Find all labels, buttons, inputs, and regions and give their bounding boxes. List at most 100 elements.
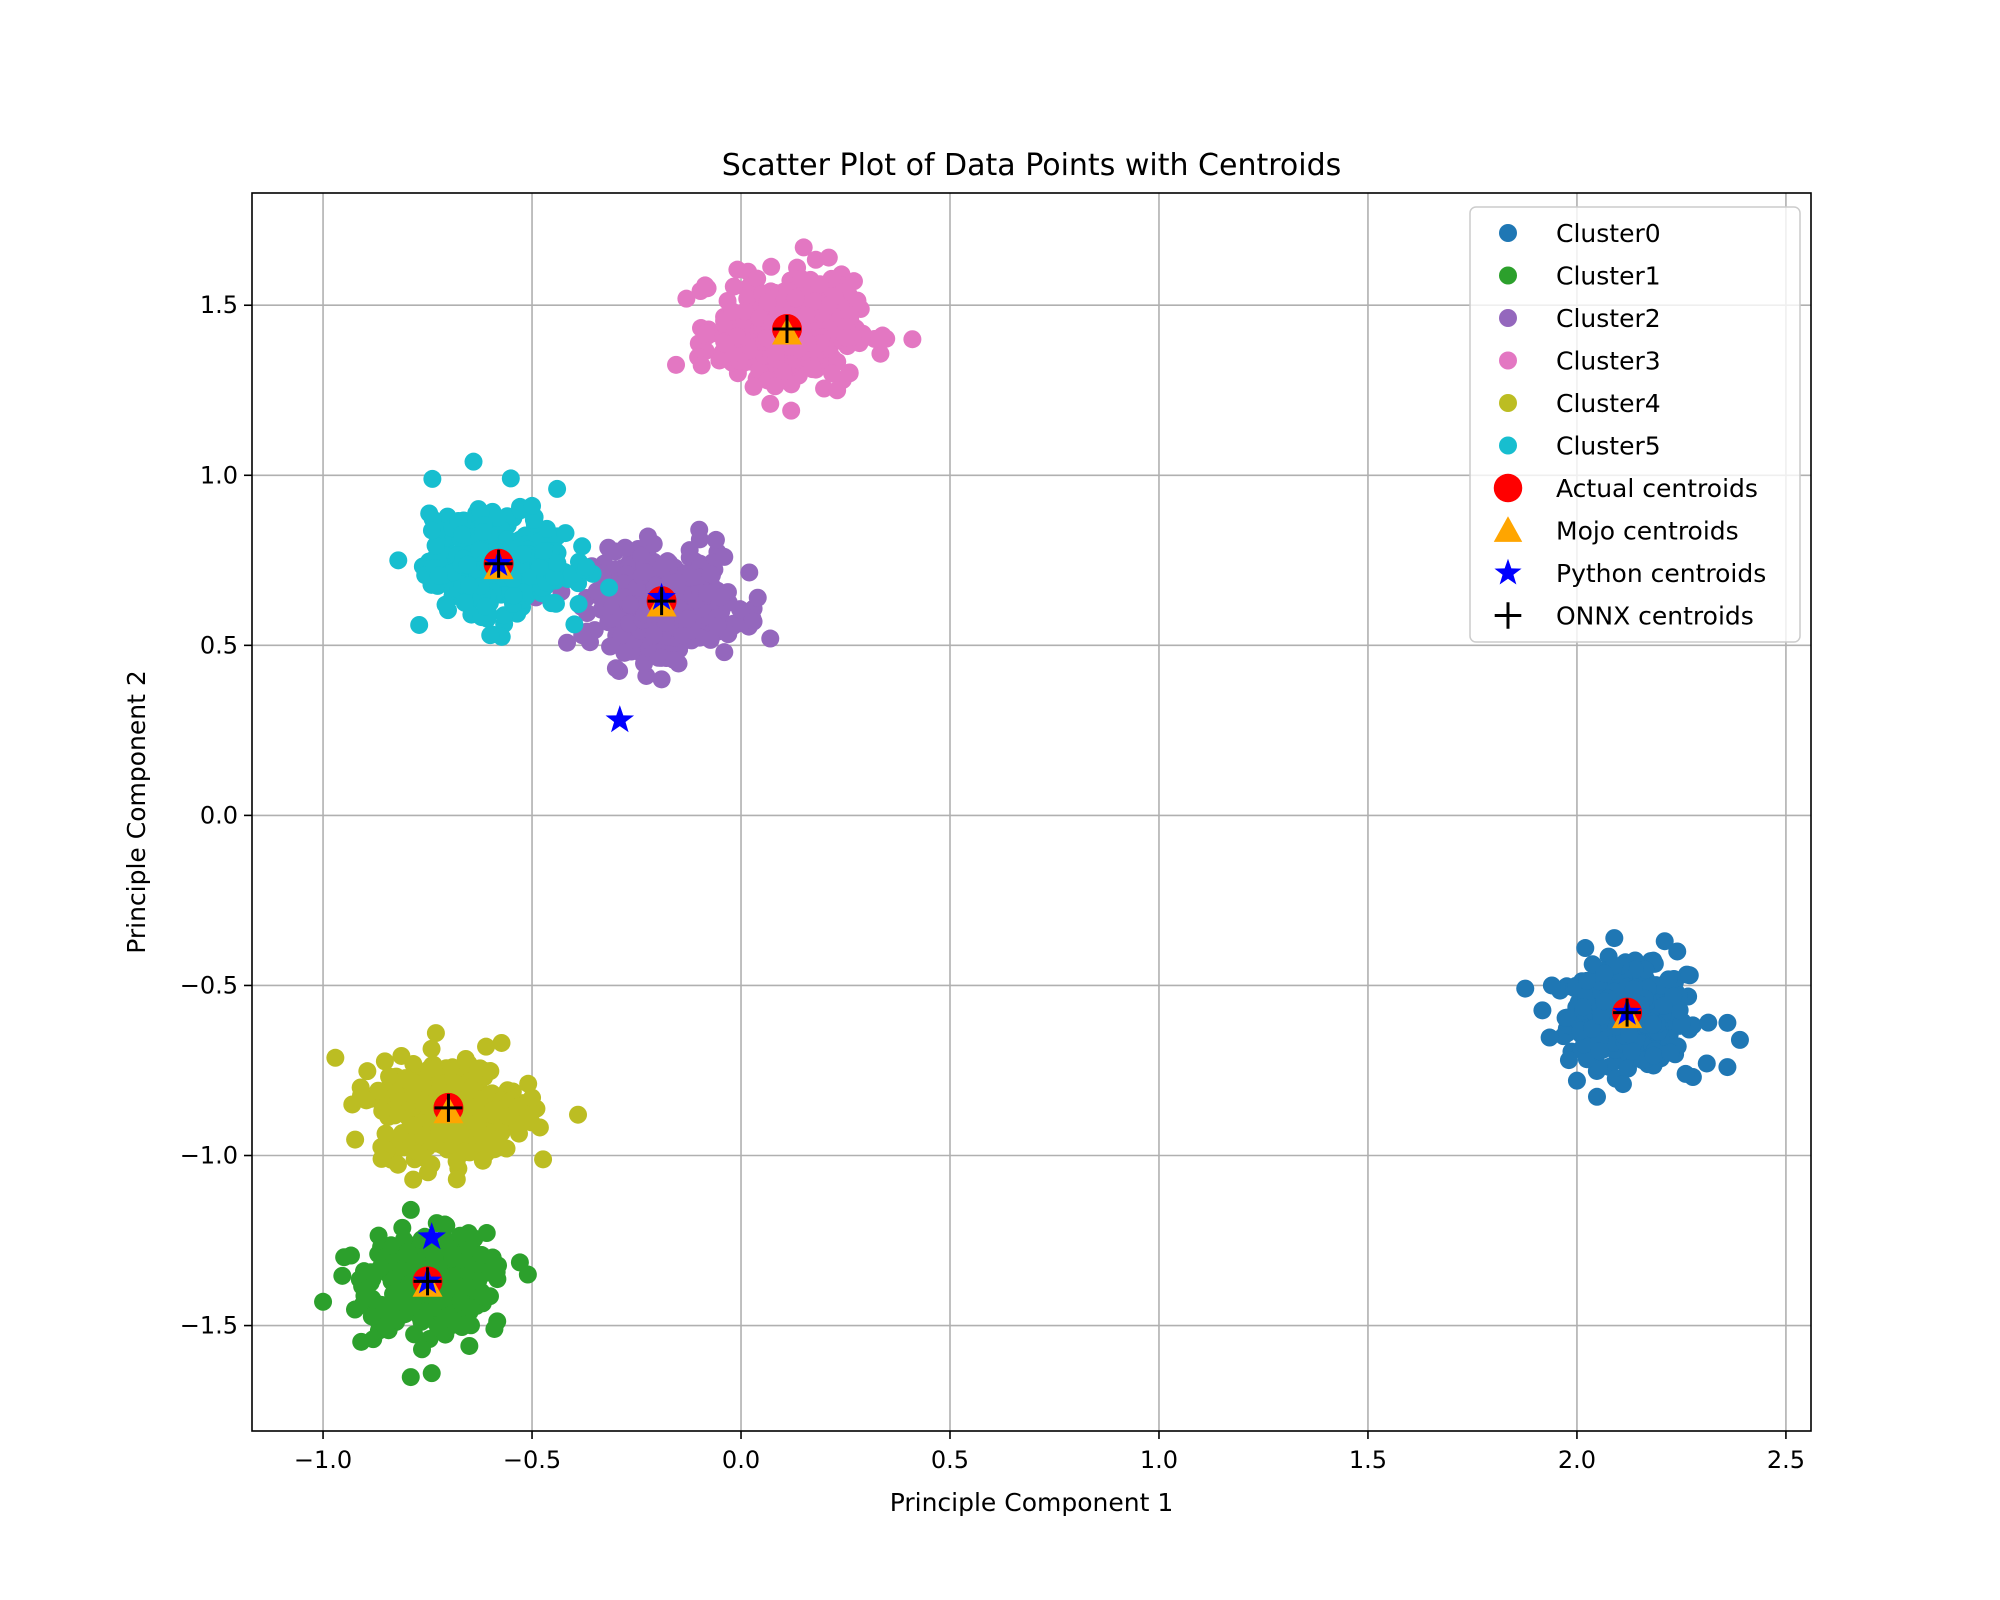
data-point — [600, 578, 619, 597]
data-point — [501, 469, 520, 488]
data-point — [1654, 996, 1673, 1015]
data-point — [1556, 1008, 1575, 1027]
data-point — [621, 595, 640, 614]
data-point — [545, 567, 564, 586]
data-point — [426, 536, 445, 555]
data-point — [534, 1150, 553, 1169]
data-point — [483, 1248, 502, 1267]
data-point — [372, 1149, 391, 1168]
data-point — [819, 296, 838, 315]
plus-centroid-marker — [434, 1093, 463, 1122]
data-point — [422, 1364, 441, 1383]
data-point — [736, 302, 755, 321]
data-point — [326, 1048, 345, 1067]
data-point — [415, 1308, 434, 1327]
data-point — [404, 1170, 423, 1189]
data-point — [485, 1132, 504, 1151]
data-point — [766, 377, 785, 396]
data-point — [644, 625, 663, 644]
data-point — [446, 1074, 465, 1093]
data-point — [616, 538, 635, 557]
data-point — [1659, 970, 1678, 989]
data-point — [577, 558, 596, 577]
data-point — [1542, 976, 1561, 995]
data-point — [828, 381, 847, 400]
plus-centroid-marker — [484, 549, 513, 578]
x-tick-label: 2.5 — [1767, 1446, 1805, 1474]
data-point — [474, 1287, 493, 1306]
data-point — [652, 670, 671, 689]
data-point — [1668, 942, 1687, 961]
data-point — [1661, 1043, 1680, 1062]
data-point — [710, 351, 729, 370]
data-point — [1644, 1046, 1663, 1065]
data-point — [343, 1095, 362, 1114]
data-point — [1583, 1019, 1602, 1038]
y-tick-label: 1.0 — [200, 461, 238, 489]
data-point — [823, 364, 842, 383]
data-point — [524, 510, 543, 529]
data-point — [447, 1122, 466, 1141]
data-point — [461, 1078, 480, 1097]
data-point — [1718, 1058, 1737, 1077]
legend-label: Cluster5 — [1556, 432, 1661, 461]
data-point — [460, 1336, 479, 1355]
data-point — [371, 1258, 390, 1277]
data-point — [314, 1292, 333, 1311]
data-point — [1595, 992, 1614, 1011]
x-tick-label: −1.0 — [294, 1446, 352, 1474]
data-point — [1575, 1035, 1594, 1054]
data-point — [399, 1071, 418, 1090]
plus-centroid-marker — [413, 1267, 442, 1296]
legend-swatch — [1499, 309, 1517, 327]
data-point — [569, 595, 588, 614]
data-point — [810, 275, 829, 294]
y-tick-label: −0.5 — [180, 971, 238, 999]
data-point — [351, 1078, 370, 1097]
data-point — [473, 1151, 492, 1170]
data-point — [701, 565, 720, 584]
data-point — [761, 394, 780, 413]
data-point — [460, 576, 479, 595]
data-point — [1540, 1028, 1559, 1047]
centroid-markers — [412, 314, 1643, 1297]
data-point — [346, 1130, 365, 1149]
data-point — [1587, 1087, 1606, 1106]
python-centroids — [413, 548, 1642, 1294]
legend-label: Cluster3 — [1556, 347, 1661, 376]
data-point — [1605, 929, 1624, 948]
data-point — [530, 558, 549, 577]
y-tick-label: −1.5 — [180, 1312, 238, 1340]
data-point — [389, 551, 408, 570]
data-point — [1655, 932, 1674, 951]
legend-swatch — [1499, 394, 1517, 412]
plot-frame — [251, 192, 1812, 1432]
x-tick-label: 0.5 — [931, 1446, 969, 1474]
y-axis-ticks: −1.5 −1.0 −0.5 0.0 0.5 1.0 1.5 — [180, 291, 252, 1340]
data-point — [758, 293, 777, 312]
data-point — [404, 1116, 423, 1135]
y-axis-label: Principle Component 2 — [122, 670, 151, 954]
data-point — [436, 595, 455, 614]
data-point — [422, 1039, 441, 1058]
data-point — [369, 1226, 388, 1245]
data-point — [638, 527, 657, 546]
legend-box — [1469, 206, 1801, 643]
data-point — [757, 328, 776, 347]
legend-swatch — [1499, 436, 1517, 455]
data-point — [419, 1060, 438, 1079]
legend-label: Cluster1 — [1556, 262, 1661, 291]
data-point — [461, 1316, 480, 1335]
data-point — [740, 563, 759, 582]
data-point — [1644, 1015, 1663, 1034]
data-point — [708, 617, 727, 636]
data-point — [453, 525, 472, 544]
data-point — [523, 496, 542, 515]
legend-label: Python centroids — [1556, 559, 1766, 588]
data-point — [455, 593, 474, 612]
data-point — [1718, 1013, 1737, 1032]
data-point — [534, 541, 553, 560]
data-point — [346, 1300, 365, 1319]
data-point — [819, 248, 838, 267]
data-point — [410, 615, 429, 634]
